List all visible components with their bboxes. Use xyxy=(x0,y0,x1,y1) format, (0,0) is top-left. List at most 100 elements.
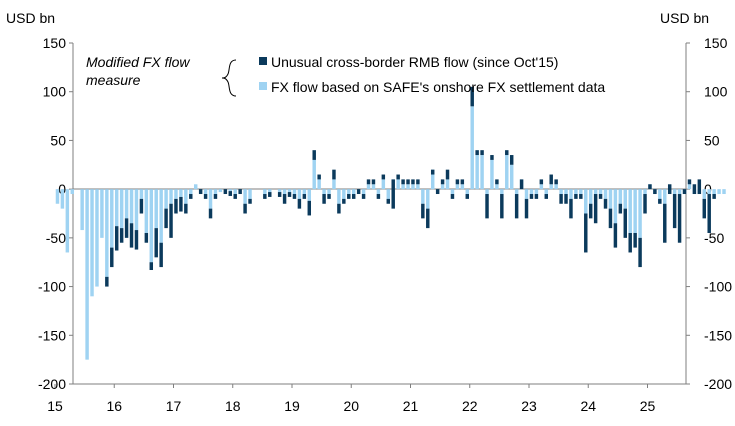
bar-rmb xyxy=(475,150,479,156)
bar-rmb xyxy=(302,194,307,199)
bar-rmb xyxy=(529,194,534,199)
x-tick-label: 20 xyxy=(343,398,359,414)
bar-safe xyxy=(114,189,119,227)
bar-rmb xyxy=(559,194,563,204)
bar-rmb xyxy=(495,179,499,185)
bar-rmb xyxy=(184,203,188,214)
bar-rmb xyxy=(396,174,400,180)
bar-safe xyxy=(287,189,292,193)
x-tick-label: 24 xyxy=(580,398,596,414)
bar-safe xyxy=(90,189,94,297)
bar-rmb xyxy=(534,194,539,199)
bars-layer xyxy=(55,86,726,360)
bar-safe xyxy=(687,184,692,190)
bar-safe xyxy=(347,189,351,195)
bar-safe xyxy=(60,189,65,209)
bar-rmb xyxy=(707,194,711,233)
y-tick-left: -100 xyxy=(38,279,66,295)
bar-safe xyxy=(658,189,662,204)
legend: Modified FX flow measure Unusual cross-b… xyxy=(86,54,605,97)
bar-rmb xyxy=(623,208,627,238)
legend-group-label-line1: Modified FX flow xyxy=(86,54,190,70)
bar-safe xyxy=(440,184,445,190)
bar-safe xyxy=(302,189,307,195)
bar-rmb xyxy=(509,155,514,165)
bar-safe xyxy=(164,189,168,209)
bar-safe xyxy=(480,155,484,190)
bar-safe xyxy=(445,179,450,190)
bar-rmb xyxy=(579,194,583,199)
bar-rmb xyxy=(124,218,129,238)
bar-rmb xyxy=(342,198,346,204)
bar-safe xyxy=(233,189,237,195)
bar-safe xyxy=(534,189,539,195)
bar-rmb xyxy=(287,192,292,197)
bar-safe xyxy=(608,189,613,209)
bar-safe xyxy=(544,189,548,195)
bar-rmb xyxy=(697,179,702,195)
bar-rmb xyxy=(628,232,632,253)
bar-safe xyxy=(110,189,114,248)
bar-rmb xyxy=(164,208,168,229)
bar-rmb xyxy=(618,203,623,214)
bar-safe xyxy=(588,189,593,204)
bar-safe xyxy=(119,189,124,229)
bar-rmb xyxy=(312,150,316,160)
y-tick-left: 100 xyxy=(43,84,67,100)
bar-rmb xyxy=(455,179,460,185)
bar-safe xyxy=(337,189,341,204)
y-tick-right: 100 xyxy=(704,84,728,100)
bar-safe xyxy=(85,189,89,360)
bar-rmb xyxy=(223,189,228,195)
bar-safe xyxy=(70,189,75,195)
bar-rmb xyxy=(445,169,450,180)
bar-safe xyxy=(663,189,667,204)
bar-rmb xyxy=(667,184,672,195)
bar-rmb xyxy=(337,203,341,214)
bar-rmb xyxy=(663,203,667,243)
bar-safe xyxy=(426,189,430,209)
bar-safe xyxy=(613,189,618,224)
bar-rmb xyxy=(411,179,415,185)
bar-safe xyxy=(366,184,371,190)
bar-safe xyxy=(297,189,302,199)
bar-rmb xyxy=(282,194,287,204)
bar-rmb xyxy=(381,174,386,180)
bar-safe xyxy=(638,189,642,238)
bar-rmb xyxy=(179,196,183,212)
bar-safe xyxy=(411,184,415,190)
bar-safe xyxy=(154,189,158,229)
x-tick-label: 15 xyxy=(47,398,63,414)
bar-rmb xyxy=(421,203,425,219)
bar-safe xyxy=(450,189,455,195)
bar-rmb xyxy=(465,194,470,199)
bar-rmb xyxy=(603,198,608,209)
bar-safe xyxy=(623,189,627,209)
bar-rmb xyxy=(351,194,356,199)
y-tick-left: 150 xyxy=(43,35,67,51)
bar-safe xyxy=(376,189,381,195)
y-tick-right: -200 xyxy=(704,376,732,392)
bar-rmb xyxy=(174,198,178,214)
bar-rmb xyxy=(480,150,484,156)
bar-safe xyxy=(282,189,287,195)
bar-safe xyxy=(460,184,465,190)
bar-rmb xyxy=(514,194,519,219)
bar-safe xyxy=(213,189,218,195)
bar-safe xyxy=(495,184,499,190)
bar-rmb xyxy=(524,198,529,219)
bar-rmb xyxy=(406,179,410,185)
bar-rmb xyxy=(658,198,662,204)
bar-rmb xyxy=(228,191,233,196)
bar-rmb xyxy=(549,174,553,185)
bar-safe xyxy=(539,184,544,190)
legend-label-safe: FX flow based on SAFE's onshore FX settl… xyxy=(271,79,605,95)
bar-safe xyxy=(124,189,129,219)
bar-safe xyxy=(351,189,356,195)
bar-rmb xyxy=(169,203,173,238)
bar-rmb xyxy=(361,194,366,199)
bar-rmb xyxy=(277,192,282,197)
bar-rmb xyxy=(371,179,376,185)
bar-rmb xyxy=(554,179,558,185)
